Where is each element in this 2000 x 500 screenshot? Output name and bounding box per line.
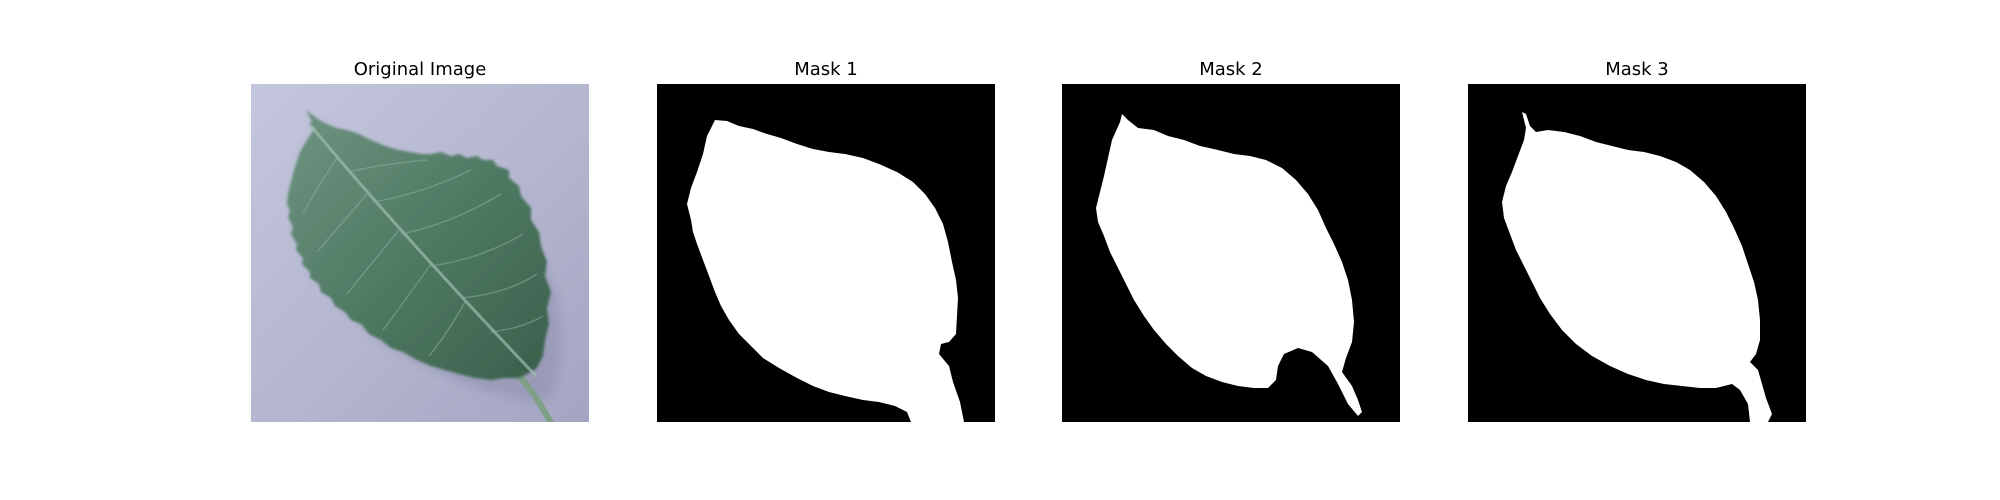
- mask-foreground: [687, 120, 964, 422]
- panel-original-image: Original Image: [251, 0, 589, 500]
- mask-foreground: [1096, 114, 1362, 416]
- leaf-midrib: [309, 125, 538, 378]
- mask-3-image: [1468, 84, 1806, 422]
- leaf-stem: [513, 370, 554, 422]
- panel-title: Original Image: [353, 59, 487, 80]
- panel-mask-2: Mask 2: [1062, 0, 1400, 500]
- mask-foreground: [1502, 112, 1772, 422]
- mask-1-image: [657, 84, 995, 422]
- mask-2-image: [1062, 84, 1400, 422]
- panel-mask-1: Mask 1: [657, 0, 995, 500]
- panel-title: Mask 1: [794, 59, 858, 80]
- original-leaf-photo: [251, 84, 589, 422]
- panel-title: Mask 2: [1199, 59, 1263, 80]
- leaf-veins: [302, 157, 544, 357]
- panel-title: Mask 3: [1605, 59, 1669, 80]
- panel-mask-3: Mask 3: [1468, 0, 1806, 500]
